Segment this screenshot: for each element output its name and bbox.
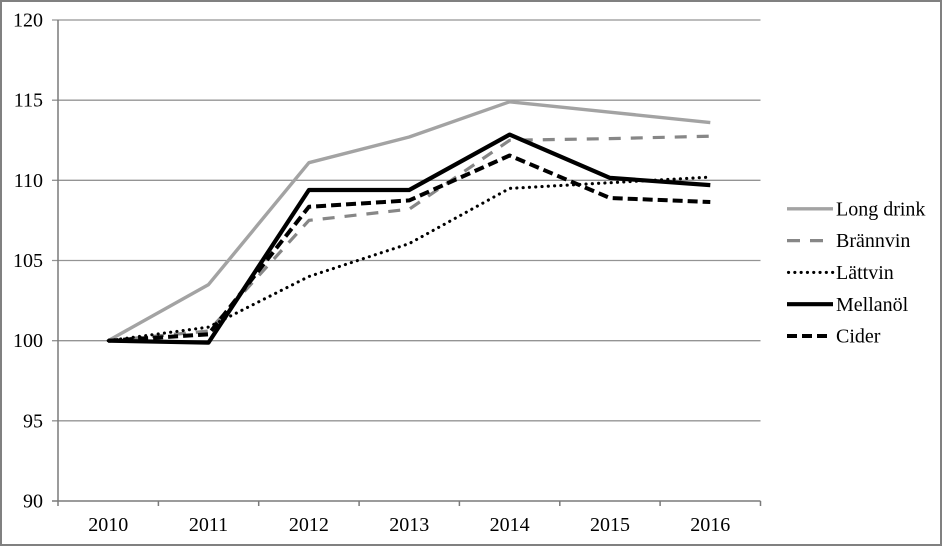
svg-text:2010: 2010 — [88, 514, 128, 536]
svg-text:2012: 2012 — [289, 514, 329, 536]
svg-text:115: 115 — [14, 90, 43, 112]
svg-text:2013: 2013 — [389, 514, 429, 536]
svg-text:Cider: Cider — [836, 326, 881, 348]
svg-text:Long drink: Long drink — [836, 198, 925, 220]
svg-text:95: 95 — [23, 410, 43, 432]
svg-text:100: 100 — [13, 330, 43, 352]
svg-text:Mellanöl: Mellanöl — [836, 294, 909, 316]
svg-text:105: 105 — [13, 250, 43, 272]
svg-text:110: 110 — [14, 170, 43, 192]
svg-text:Lättvin: Lättvin — [836, 262, 894, 284]
svg-text:2011: 2011 — [189, 514, 228, 536]
svg-text:2014: 2014 — [490, 514, 530, 536]
svg-text:Brännvin: Brännvin — [836, 230, 910, 252]
svg-text:2016: 2016 — [690, 514, 730, 536]
svg-text:90: 90 — [23, 491, 43, 513]
svg-text:120: 120 — [13, 10, 43, 32]
svg-text:2015: 2015 — [590, 514, 630, 536]
